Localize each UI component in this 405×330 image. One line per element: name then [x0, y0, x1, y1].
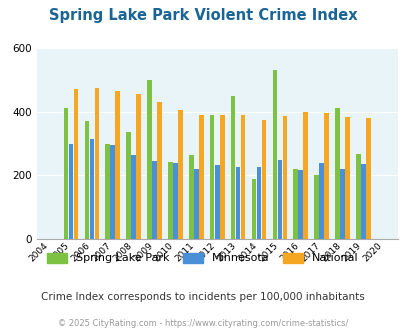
Bar: [147, 80, 151, 239]
Bar: [344, 117, 349, 239]
Bar: [235, 167, 240, 239]
Text: Crime Index corresponds to incidents per 100,000 inhabitants: Crime Index corresponds to incidents per…: [41, 292, 364, 302]
Bar: [157, 102, 162, 239]
Bar: [335, 108, 339, 239]
Bar: [277, 160, 281, 239]
Bar: [68, 144, 73, 239]
Bar: [230, 96, 235, 239]
Bar: [220, 115, 224, 239]
Bar: [126, 132, 131, 239]
Bar: [261, 120, 266, 239]
Bar: [131, 155, 136, 239]
Bar: [319, 163, 323, 239]
Bar: [105, 144, 110, 239]
Bar: [115, 91, 120, 239]
Bar: [251, 179, 256, 239]
Bar: [198, 115, 203, 239]
Bar: [256, 167, 261, 239]
Bar: [84, 121, 89, 239]
Bar: [74, 89, 78, 239]
Bar: [282, 116, 286, 239]
Bar: [365, 118, 370, 239]
Bar: [209, 115, 214, 239]
Text: © 2025 CityRating.com - https://www.cityrating.com/crime-statistics/: © 2025 CityRating.com - https://www.city…: [58, 319, 347, 328]
Bar: [189, 155, 193, 239]
Legend: Spring Lake Park, Minnesota, National: Spring Lake Park, Minnesota, National: [44, 249, 361, 267]
Bar: [293, 169, 297, 239]
Bar: [298, 170, 302, 239]
Bar: [313, 175, 318, 239]
Bar: [355, 154, 360, 239]
Bar: [168, 162, 172, 239]
Bar: [324, 113, 328, 239]
Bar: [240, 115, 245, 239]
Bar: [360, 164, 365, 239]
Bar: [94, 88, 99, 239]
Bar: [152, 161, 156, 239]
Bar: [272, 70, 277, 239]
Bar: [110, 145, 115, 239]
Bar: [173, 163, 177, 239]
Bar: [303, 112, 307, 239]
Bar: [64, 109, 68, 239]
Bar: [136, 94, 141, 239]
Bar: [339, 169, 344, 239]
Bar: [194, 169, 198, 239]
Bar: [214, 165, 219, 239]
Text: Spring Lake Park Violent Crime Index: Spring Lake Park Violent Crime Index: [49, 8, 356, 23]
Bar: [178, 110, 182, 239]
Bar: [90, 139, 94, 239]
